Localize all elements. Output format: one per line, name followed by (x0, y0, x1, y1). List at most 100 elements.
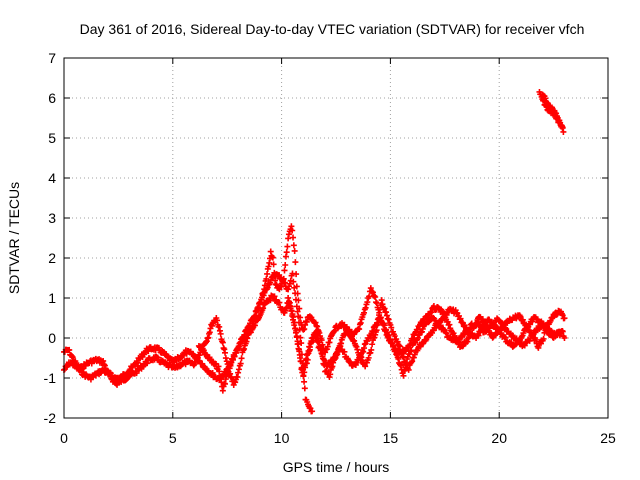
data-point (290, 278, 297, 285)
y-tick-label: 7 (48, 50, 56, 66)
data-point (300, 373, 307, 380)
data-point (450, 330, 457, 337)
y-tick-label: 3 (48, 210, 56, 226)
data-point (414, 335, 421, 342)
data-point (442, 329, 449, 336)
data-point (257, 299, 264, 306)
y-axis-label: SDTVAR / TECUs (6, 182, 22, 294)
data-point (532, 336, 539, 343)
data-point (546, 104, 553, 111)
data-point (292, 290, 299, 297)
data-point (368, 346, 375, 353)
data-point (341, 348, 348, 355)
data-point (302, 321, 309, 328)
data-point (373, 327, 380, 334)
data-point (264, 270, 271, 277)
data-point (66, 346, 73, 353)
data-point (369, 341, 376, 348)
data-point (446, 321, 453, 328)
data-point (383, 312, 390, 319)
data-point (330, 328, 337, 335)
data-point (101, 361, 108, 368)
data-point (356, 326, 363, 333)
data-point (267, 279, 274, 286)
plot-frame (63, 57, 609, 419)
data-point (383, 309, 390, 316)
data-point (302, 318, 309, 325)
x-tick-label: 25 (600, 430, 616, 446)
data-point (343, 326, 350, 333)
data-point (555, 118, 562, 125)
data-point (496, 327, 503, 334)
data-point (397, 362, 404, 369)
chart-title: Day 361 of 2016, Sidereal Day-to-day VTE… (80, 21, 585, 37)
y-tick-label: 2 (48, 250, 56, 266)
x-tick-label: 20 (491, 430, 507, 446)
data-point (219, 339, 226, 346)
data-point (318, 350, 325, 357)
data-point (539, 91, 546, 98)
data-point (482, 323, 489, 330)
axis-ticks: 0 5 10 15 20 25 -2 -1 0 1 2 3 4 5 6 7 (44, 50, 616, 446)
data-point (385, 316, 392, 323)
data-point (276, 299, 283, 306)
y-tick-label: 6 (48, 90, 56, 106)
data-point (428, 309, 435, 316)
data-point (226, 365, 233, 372)
data-point (290, 234, 297, 241)
data-point (517, 313, 524, 320)
x-axis-label: GPS time / hours (283, 459, 390, 475)
data-point (200, 347, 207, 354)
data-point (519, 316, 526, 323)
data-point (69, 354, 76, 361)
data-point (291, 322, 298, 329)
data-point (334, 351, 341, 358)
data-point (362, 304, 369, 311)
data-point (430, 303, 437, 310)
data-point (203, 338, 210, 345)
data-point (357, 319, 364, 326)
data-point (396, 343, 403, 350)
data-point (540, 335, 547, 342)
data-point (361, 309, 368, 316)
data-point (423, 336, 430, 343)
data-point (543, 98, 550, 105)
data-point (241, 345, 248, 352)
data-point (407, 348, 414, 355)
data-point (488, 329, 495, 336)
data-point (475, 332, 482, 339)
data-point (224, 371, 231, 378)
data-point (440, 314, 447, 321)
data-point (238, 355, 245, 362)
data-point (373, 300, 380, 307)
data-point (544, 99, 551, 106)
y-tick-label: 1 (48, 290, 56, 306)
data-point (144, 360, 151, 367)
data-point (388, 324, 395, 331)
data-point (235, 369, 242, 376)
data-point (281, 267, 288, 274)
data-point (288, 307, 295, 314)
data-point (285, 294, 292, 301)
data-point (284, 243, 291, 250)
data-point (291, 284, 298, 291)
data-point (324, 343, 331, 350)
data-point (529, 318, 536, 325)
data-point (222, 349, 229, 356)
data-point (541, 324, 548, 331)
data-point (365, 354, 372, 361)
data-point (381, 322, 388, 329)
data-point (535, 344, 542, 351)
data-point (292, 329, 299, 336)
data-point (282, 262, 289, 269)
x-tick-label: 10 (274, 430, 290, 446)
data-points (61, 88, 568, 415)
data-point (304, 356, 311, 363)
data-point (418, 328, 425, 335)
data-point (216, 368, 223, 375)
data-point (491, 322, 498, 329)
data-point (464, 338, 471, 345)
data-point (306, 346, 313, 353)
data-point (362, 363, 369, 370)
